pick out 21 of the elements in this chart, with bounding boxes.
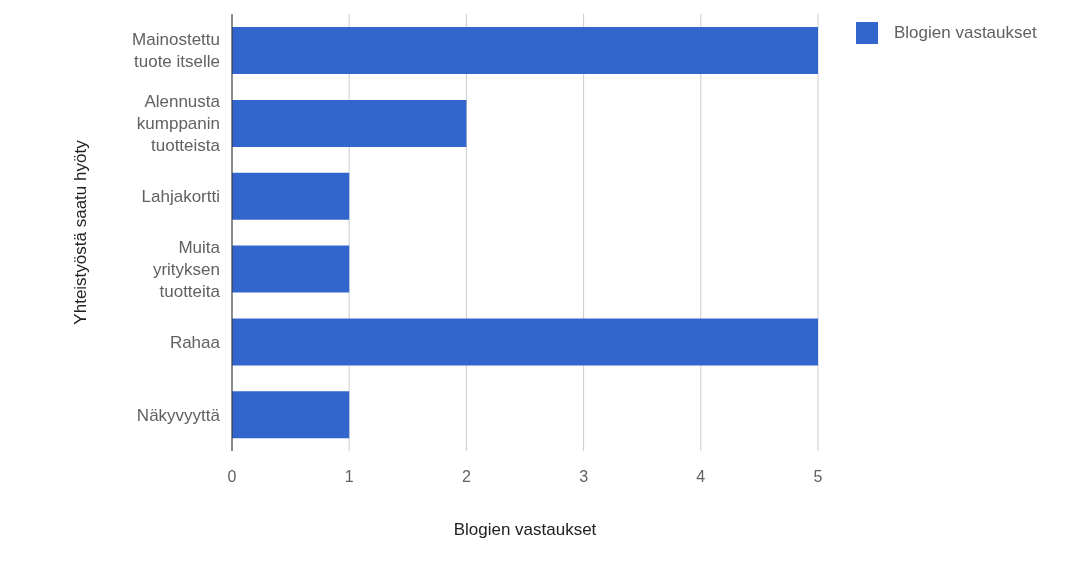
- x-axis-title: Blogien vastaukset: [453, 520, 597, 539]
- x-tick-label: 5: [813, 468, 823, 486]
- bar: [232, 245, 350, 293]
- y-tick-label: Lahjakortti: [141, 186, 220, 206]
- x-tick-label: 1: [344, 468, 354, 486]
- bar: [232, 172, 350, 220]
- bar: [232, 99, 467, 147]
- y-tick-label: Muita yrityksen tuotteita: [152, 237, 221, 301]
- x-tick-label: 2: [461, 468, 471, 486]
- y-tick-label: Näkyvyyttä: [136, 405, 221, 425]
- legend-label: Blogien vastaukset: [894, 23, 1037, 43]
- bar: [232, 27, 818, 75]
- y-tick-label: Alennusta kumppanin tuotteista: [136, 91, 221, 155]
- x-tick-label: 3: [579, 468, 589, 486]
- y-tick-label: Rahaa: [169, 332, 221, 352]
- x-tick-label: 4: [696, 468, 706, 486]
- bar: [232, 318, 818, 366]
- y-tick-label: Mainostettu tuote itselle: [132, 29, 220, 71]
- bar: [232, 391, 350, 439]
- y-axis-title: Yhteistyöstä saatu hyöty: [71, 139, 91, 325]
- x-tick-label: 0: [227, 468, 237, 486]
